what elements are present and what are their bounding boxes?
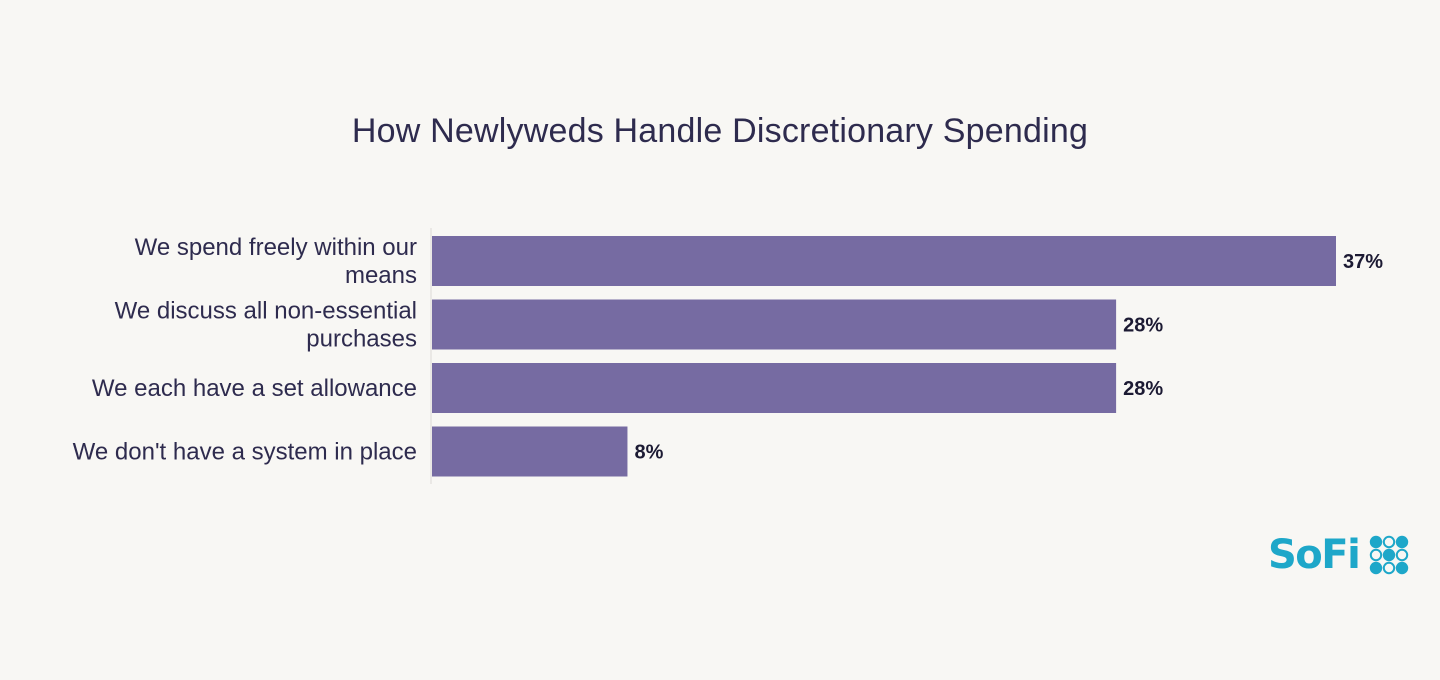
category-label: We discuss all non-essential purchases — [115, 298, 417, 353]
brand-name: SoFi — [1268, 532, 1361, 578]
category-label: We spend freely within our means — [135, 234, 417, 289]
value-label: 28% — [1123, 378, 1163, 400]
category-label: We don't have a system in place — [73, 439, 417, 466]
bar — [432, 426, 628, 477]
sofi-dots-logo-icon — [1370, 535, 1409, 575]
category-label: We each have a set allowance — [92, 375, 417, 402]
bar — [432, 236, 1336, 286]
value-label: 28% — [1123, 315, 1163, 337]
value-label: 37% — [1343, 251, 1383, 273]
value-label: 8% — [634, 442, 663, 464]
bar — [432, 363, 1117, 413]
bar — [432, 299, 1117, 350]
chart-title: How Newlyweds Handle Discretionary Spend… — [351, 112, 1089, 150]
sofi-logo: SoFi — [1268, 532, 1409, 578]
